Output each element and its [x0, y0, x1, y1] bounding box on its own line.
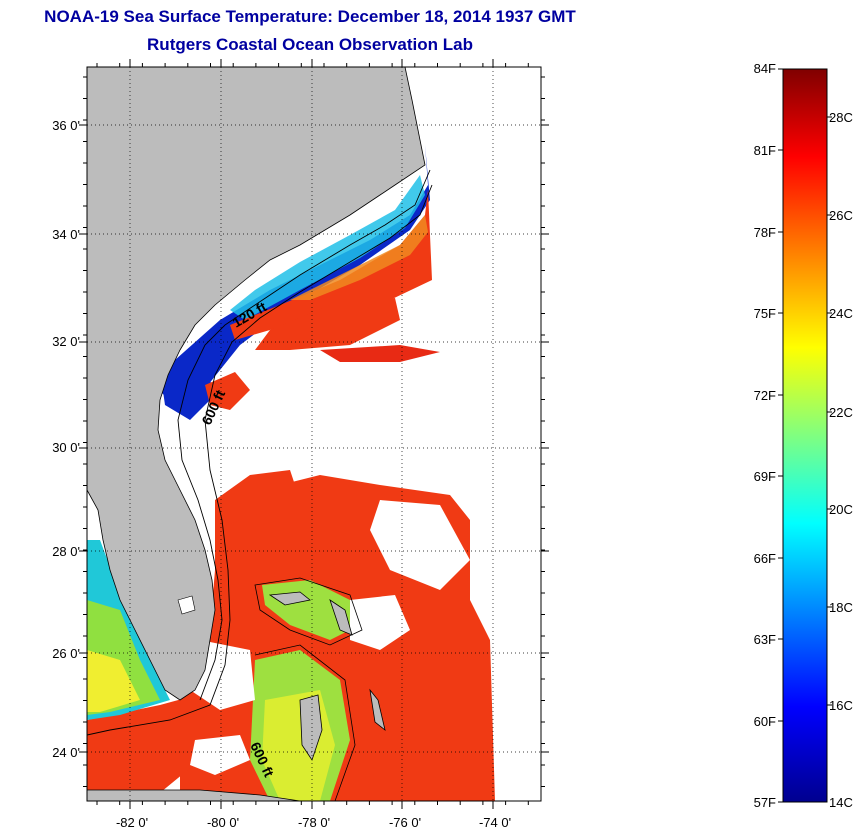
lat-label-24: 24 0'	[52, 745, 80, 760]
colorbar-label-81f: 81F	[753, 143, 776, 158]
lon-label-78: -78 0'	[297, 815, 331, 830]
colorbar-label-16c: 16C	[829, 698, 853, 713]
gulf-stream-orange	[290, 215, 428, 300]
cloud-patch-1	[370, 500, 470, 590]
warm-north-florida-strait	[215, 470, 300, 530]
cloud-patch-4	[350, 595, 410, 650]
land-mainland	[87, 67, 426, 701]
colorbar-label-66f: 66F	[753, 551, 776, 566]
land-andros	[299, 694, 323, 761]
colorbar-label-24c: 24C	[829, 306, 853, 321]
bahamas-bank-yellow	[262, 690, 335, 801]
graticule	[79, 59, 549, 809]
lon-label-76: -76 0'	[388, 815, 422, 830]
isobath-600ft	[87, 184, 433, 736]
lon-label-80: -80 0'	[206, 815, 240, 830]
colorbar-label-78f: 78F	[753, 225, 776, 240]
land-grand-bahama	[268, 591, 311, 606]
land-lake-okeechobee	[177, 595, 196, 615]
warm-filament-1	[255, 298, 400, 350]
warm-filament-2	[320, 345, 440, 362]
cloud-patch-3	[190, 735, 250, 775]
colorbar-label-63f: 63F	[753, 632, 776, 647]
lon-label-74: -74 0'	[478, 815, 512, 830]
colorbar-label-22c: 22C	[829, 405, 853, 420]
colorbar	[782, 68, 828, 803]
colorbar-label-28c: 28C	[829, 110, 853, 125]
colorbar-label-60f: 60F	[753, 714, 776, 729]
colorbar-label-69f: 69F	[753, 469, 776, 484]
colorbar-label-18c: 18C	[829, 600, 853, 615]
lat-label-34: 34 0'	[52, 227, 80, 242]
west-florida-shelf-yellow	[87, 650, 140, 712]
land-eleuthera	[369, 688, 386, 732]
colorbar-label-57f: 57F	[753, 795, 776, 810]
colorbar-label-84f: 84F	[753, 61, 776, 76]
warm-eddy-small	[205, 372, 250, 410]
lat-label-30: 30 0'	[52, 440, 80, 455]
map-title: NOAA-19 Sea Surface Temperature: Decembe…	[44, 7, 576, 26]
colorbar-label-75f: 75F	[753, 306, 776, 321]
lon-label-82: -82 0'	[115, 815, 149, 830]
map-frame	[86, 66, 542, 802]
colorbar-label-26c: 26C	[829, 208, 853, 223]
land-cuba	[87, 789, 301, 801]
map-image: 120 ft 600 ft 600 ft	[87, 67, 541, 801]
lat-label-26: 26 0'	[52, 646, 80, 661]
map-subtitle: Rutgers Coastal Ocean Observation Lab	[147, 35, 473, 54]
isobath-bahamas-2	[254, 644, 356, 801]
isobath-bahamas	[254, 577, 363, 646]
isobath-120ft	[177, 169, 431, 701]
cyan-shelf-fringe	[230, 175, 425, 320]
cold-patch-south	[160, 365, 215, 420]
colorbar-label-14c: 14C	[829, 795, 853, 810]
lat-label-36: 36 0'	[52, 118, 80, 133]
lat-label-32: 32 0'	[52, 334, 80, 349]
colorbar-label-20c: 20C	[829, 502, 853, 517]
colorbar-label-72f: 72F	[753, 388, 776, 403]
lat-label-28: 28 0'	[52, 544, 80, 559]
florida-keys-warm	[87, 690, 230, 801]
colorbar-ticks	[778, 68, 832, 803]
